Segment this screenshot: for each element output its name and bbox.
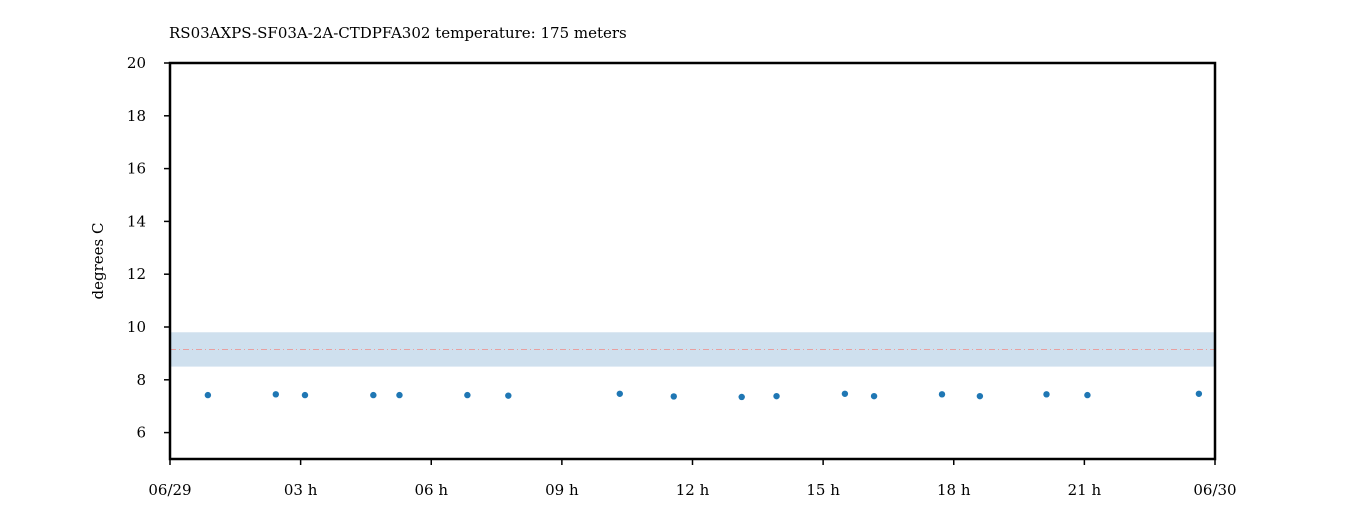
chart-title: RS03AXPS-SF03A-2A-CTDPFA302 temperature:…	[169, 24, 627, 42]
data-point	[1195, 390, 1203, 397]
data-point	[841, 390, 849, 397]
data-point	[272, 391, 280, 398]
x-tick-label: 18 h	[937, 481, 971, 499]
data-point	[938, 391, 946, 398]
data-point	[464, 391, 471, 399]
data-point	[370, 391, 377, 399]
x-tick-label: 09 h	[545, 481, 579, 499]
x-tick-label: 06/30	[1193, 481, 1236, 499]
x-tick-label: 03 h	[284, 481, 318, 499]
data-point	[505, 392, 512, 399]
data-point	[773, 392, 780, 400]
x-tick-label: 06 h	[414, 481, 448, 499]
x-tick-label: 12 h	[676, 481, 710, 499]
data-point	[976, 392, 984, 400]
data-point	[1043, 391, 1050, 398]
data-point	[670, 393, 677, 400]
y-tick-label: 20	[127, 54, 146, 72]
x-tick-label: 06/29	[148, 481, 191, 499]
y-tick-label: 16	[127, 160, 146, 178]
data-point	[616, 390, 623, 397]
data-point	[738, 393, 745, 401]
plot-area-frame	[168, 61, 1217, 461]
data-point	[870, 392, 878, 400]
y-axis-label: degrees C	[89, 223, 107, 300]
y-tick-label: 12	[127, 265, 146, 283]
y-tick-label: 14	[127, 212, 146, 230]
data-point	[1084, 391, 1091, 399]
y-tick-label: 8	[136, 371, 146, 389]
x-axis-ticks: 06/29 03 h 06 h 09 h 12 h 15 h 18 h 21 h 06/30	[148, 459, 1237, 499]
data-point	[396, 391, 403, 399]
x-tick-label: 15 h	[806, 481, 840, 499]
data-point	[204, 391, 212, 399]
data-points-layer	[204, 390, 1203, 401]
x-tick-label: 21 h	[1068, 481, 1102, 499]
y-tick-label: 6	[136, 424, 146, 442]
y-axis-ticks: 6 8 10 12 14 16 18 20	[127, 54, 170, 442]
data-point	[301, 391, 309, 399]
y-tick-label: 18	[127, 107, 146, 125]
y-tick-label: 10	[127, 318, 146, 336]
